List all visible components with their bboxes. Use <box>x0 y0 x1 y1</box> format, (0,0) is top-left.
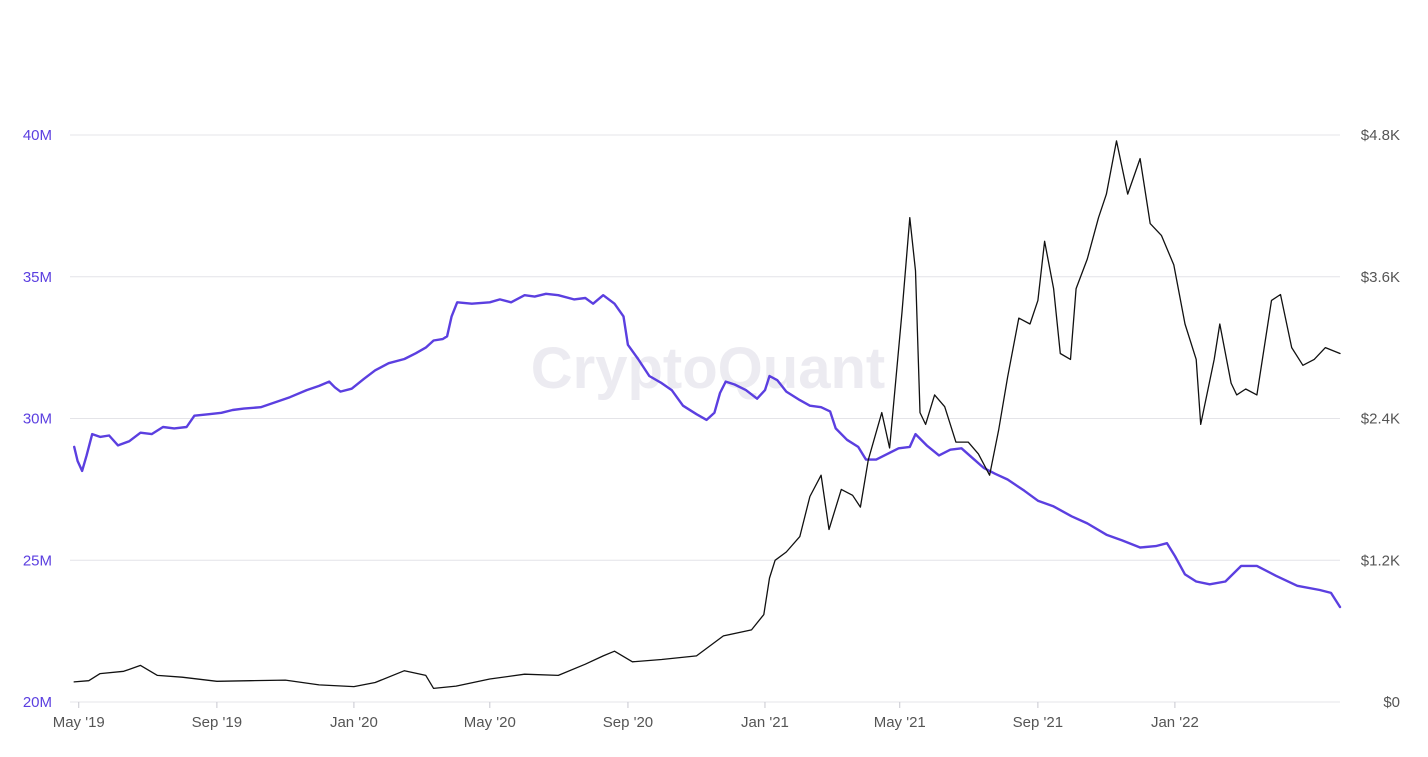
series-line-right-axis <box>73 140 1341 690</box>
y-left-tick-label: 20M <box>23 694 52 711</box>
y-right-tick-label: $1.2K <box>1361 552 1400 569</box>
y-right-tick-label: $2.4K <box>1361 411 1400 428</box>
y-left-tick-label: 40M <box>23 127 52 144</box>
x-tick-label: May '21 <box>874 714 926 731</box>
x-tick-label: Jan '20 <box>330 714 378 731</box>
y-right-tick-label: $0 <box>1383 694 1400 711</box>
x-tick-label: May '19 <box>53 714 105 731</box>
y-left-tick-label: 35M <box>23 269 52 286</box>
x-tick-label: Jan '22 <box>1151 714 1199 731</box>
x-tick-label: Sep '21 <box>1013 714 1063 731</box>
y-left-tick-label: 30M <box>23 411 52 428</box>
x-tick-label: Jan '21 <box>741 714 789 731</box>
y-right-tick-label: $3.6K <box>1361 269 1400 286</box>
x-tick-label: May '20 <box>464 714 516 731</box>
y-left-tick-label: 25M <box>23 552 52 569</box>
x-tick-label: Sep '19 <box>192 714 242 731</box>
x-tick-label: Sep '20 <box>603 714 653 731</box>
y-right-tick-label: $4.8K <box>1361 127 1400 144</box>
series-line-left-axis <box>73 292 1342 609</box>
watermark-text: CryptoQuant <box>531 336 885 401</box>
